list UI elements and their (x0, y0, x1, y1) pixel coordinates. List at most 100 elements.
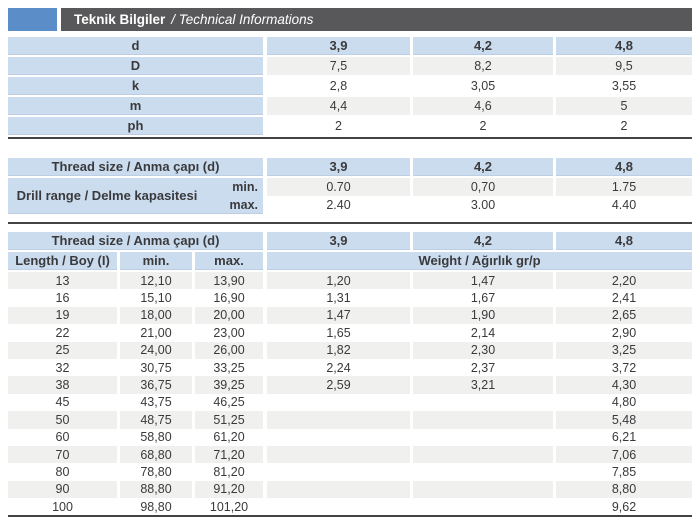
header-title-bar: Teknik Bilgiler / Technical Informations (61, 8, 692, 31)
drill-range-label: Drill range / Delme kapasitesi (16, 188, 198, 203)
size-header: 4,8 (556, 232, 692, 250)
table-row: 60 58,80 61,20 6,21 (8, 428, 692, 446)
spec-value: 9,5 (556, 57, 692, 75)
min-value: 12,10 (120, 272, 192, 290)
column-header-row: Length / Boy (I) min. max. Weight / Ağır… (8, 252, 692, 270)
length-value: 32 (8, 358, 117, 377)
length-value: 22 (8, 324, 117, 342)
drill-range-column: 0.70 2.40 (267, 178, 410, 214)
weight-value: 5,48 (556, 411, 692, 429)
drill-min-value: 1.75 (556, 178, 692, 196)
min-value: 88,80 (120, 480, 192, 499)
spec-value: 4,8 (556, 37, 692, 55)
spec-row-ph: ph 2 2 2 (8, 117, 692, 135)
min-value: 68,80 (120, 445, 192, 464)
spec-value: 2 (267, 117, 410, 135)
max-value: 51,25 (195, 411, 263, 429)
spec-value: 3,9 (267, 37, 410, 55)
weight-value (413, 445, 553, 464)
drill-max-value: 3.00 (413, 196, 553, 214)
table-row: 100 98,80 101,20 9,62 (8, 498, 692, 516)
table-row: 45 43,75 46,25 4,80 (8, 393, 692, 412)
max-value: 71,20 (195, 445, 263, 464)
length-value: 90 (8, 480, 117, 499)
weight-value (267, 428, 410, 446)
divider-line (8, 222, 692, 224)
header-title-turkish: Teknik Bilgiler (74, 12, 166, 27)
drill-range-column: 0,70 3.00 (413, 178, 553, 214)
weight-value: 2,41 (556, 289, 692, 307)
weight-value (413, 411, 553, 429)
weight-value: 8,80 (556, 480, 692, 499)
divider-line (8, 137, 692, 139)
min-value: 15,10 (120, 289, 192, 307)
length-value: 100 (8, 498, 117, 516)
weight-value (413, 428, 553, 446)
size-header: 3,9 (267, 232, 410, 250)
spec-value: 2 (556, 117, 692, 135)
weight-value: 7,06 (556, 445, 692, 464)
drill-range-table: Thread size / Anma çapı (d) 3,9 4,2 4,8 … (8, 158, 692, 214)
drill-max-value: 2.40 (267, 196, 410, 214)
spec-label: m (8, 97, 263, 115)
max-value: 46,25 (195, 393, 263, 412)
table-row: 90 88,80 91,20 8,80 (8, 480, 692, 499)
max-value: 20,00 (195, 306, 263, 325)
weight-value: 1,20 (267, 272, 410, 290)
weight-value: 2,20 (556, 272, 692, 290)
weight-value: 2,90 (556, 324, 692, 342)
spec-value: 4,2 (413, 37, 553, 55)
weight-value: 4,30 (556, 376, 692, 394)
weight-header: Weight / Ağırlık gr/p (267, 252, 692, 270)
spec-label: D (8, 57, 263, 75)
length-value: 38 (8, 376, 117, 394)
length-value: 80 (8, 463, 117, 481)
spec-value: 3,05 (413, 77, 553, 95)
weight-value (267, 393, 410, 412)
spec-row-k: k 2,8 3,05 3,55 (8, 77, 692, 95)
drill-range-label-cell: Drill range / Delme kapasitesi min. max. (8, 178, 263, 214)
spec-value: 4,6 (413, 97, 553, 115)
max-value: 23,00 (195, 324, 263, 342)
max-value: 91,20 (195, 480, 263, 499)
weight-value: 3,72 (556, 358, 692, 377)
min-value: 48,75 (120, 411, 192, 429)
table-row: 16 15,10 16,90 1,31 1,67 2,41 (8, 289, 692, 307)
weight-value: 3,21 (413, 376, 553, 394)
thread-size-header: Thread size / Anma çapı (d) (8, 158, 263, 176)
max-value: 39,25 (195, 376, 263, 394)
table-row: 80 78,80 81,20 7,85 (8, 463, 692, 481)
max-value: 61,20 (195, 428, 263, 446)
length-value: 16 (8, 289, 117, 307)
max-header: max. (195, 252, 263, 270)
thread-size-header: Thread size / Anma çapı (d) (8, 232, 263, 250)
length-value: 60 (8, 428, 117, 446)
min-label: min. (232, 179, 258, 194)
drill-max-value: 4.40 (556, 196, 692, 214)
spec-label: ph (8, 117, 263, 135)
thread-size-header-row: Thread size / Anma çapı (d) 3,9 4,2 4,8 (8, 232, 692, 250)
weight-value: 7,85 (556, 463, 692, 481)
spec-value: 2,8 (267, 77, 410, 95)
table-row: 19 18,00 20,00 1,47 1,90 2,65 (8, 306, 692, 325)
min-value: 24,00 (120, 341, 192, 359)
weight-value: 1,31 (267, 289, 410, 307)
spec-value: 8,2 (413, 57, 553, 75)
weight-value: 2,59 (267, 376, 410, 394)
header-accent-square (8, 8, 57, 31)
table-row: 70 68,80 71,20 7,06 (8, 445, 692, 464)
min-value: 58,80 (120, 428, 192, 446)
length-value: 45 (8, 393, 117, 412)
weight-value (267, 480, 410, 499)
size-header: 4,2 (413, 158, 553, 176)
table-row: 13 12,10 13,90 1,20 1,47 2,20 (8, 272, 692, 290)
min-header: min. (120, 252, 192, 270)
table-row: 25 24,00 26,00 1,82 2,30 3,25 (8, 341, 692, 359)
divider-line (8, 515, 692, 518)
spec-row-D: D 7,5 8,2 9,5 (8, 57, 692, 75)
weight-value (267, 498, 410, 516)
min-value: 18,00 (120, 306, 192, 325)
max-value: 101,20 (195, 498, 263, 516)
weight-value: 2,65 (556, 306, 692, 325)
weight-value: 2,14 (413, 324, 553, 342)
